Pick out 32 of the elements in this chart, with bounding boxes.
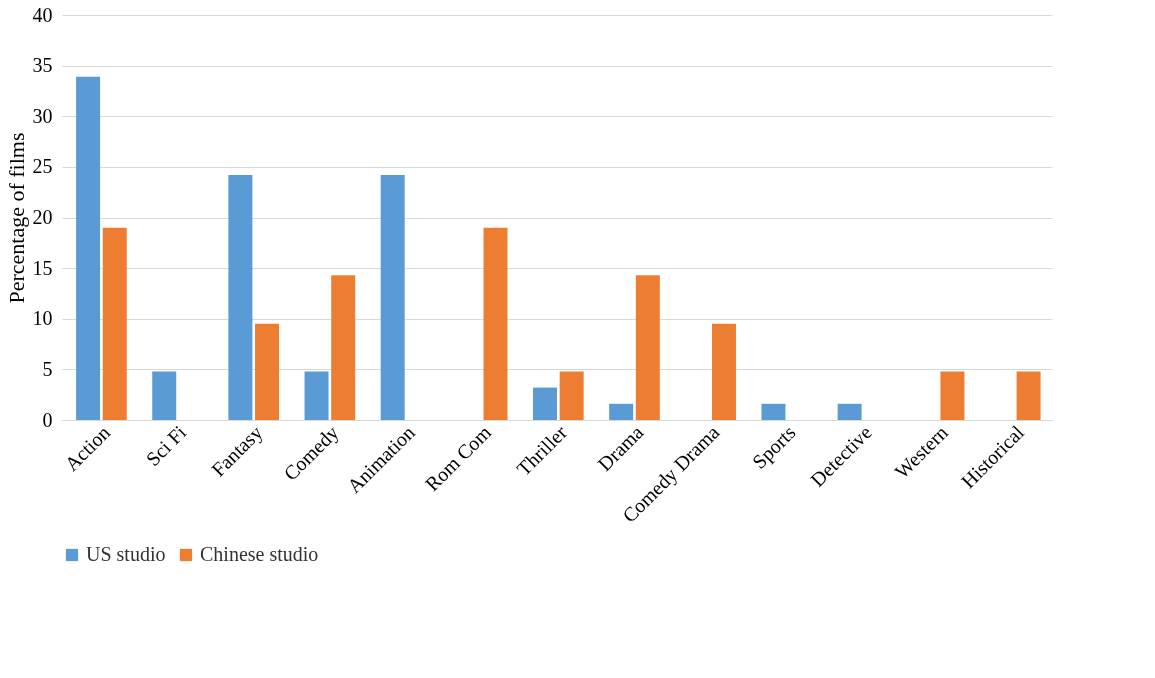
bar — [761, 403, 786, 420]
bar — [304, 371, 329, 420]
bar — [837, 403, 862, 420]
y-tick-label: 35 — [32, 54, 53, 77]
bar — [940, 371, 965, 420]
bar — [228, 174, 253, 420]
y-tick-label: 40 — [32, 3, 53, 26]
bar — [331, 275, 356, 420]
bar — [533, 387, 557, 420]
y-tick-label: 0 — [42, 408, 53, 431]
y-tick-label: 5 — [42, 357, 53, 380]
x-tick-label: Sci Fi — [141, 420, 191, 471]
bar — [711, 323, 736, 420]
legend-label: Chinese studio — [200, 543, 319, 565]
bar — [380, 174, 405, 420]
bar — [255, 323, 280, 420]
y-axis-title: Percentage of films — [3, 132, 29, 304]
y-tick-label: 30 — [32, 104, 53, 127]
bar — [152, 371, 177, 420]
bar — [559, 371, 584, 420]
y-tick-label: 10 — [32, 307, 53, 330]
bar — [76, 76, 101, 420]
y-tick-label: 15 — [32, 256, 53, 279]
legend-label: US studio — [86, 543, 166, 565]
bar — [609, 403, 634, 420]
bar — [635, 275, 660, 420]
y-tick-label: 20 — [32, 206, 53, 228]
bar — [1016, 371, 1041, 420]
bar — [483, 227, 508, 420]
x-tick-label: Rom Com — [420, 420, 496, 496]
bar — [102, 227, 127, 420]
y-tick-label: 25 — [32, 155, 53, 178]
